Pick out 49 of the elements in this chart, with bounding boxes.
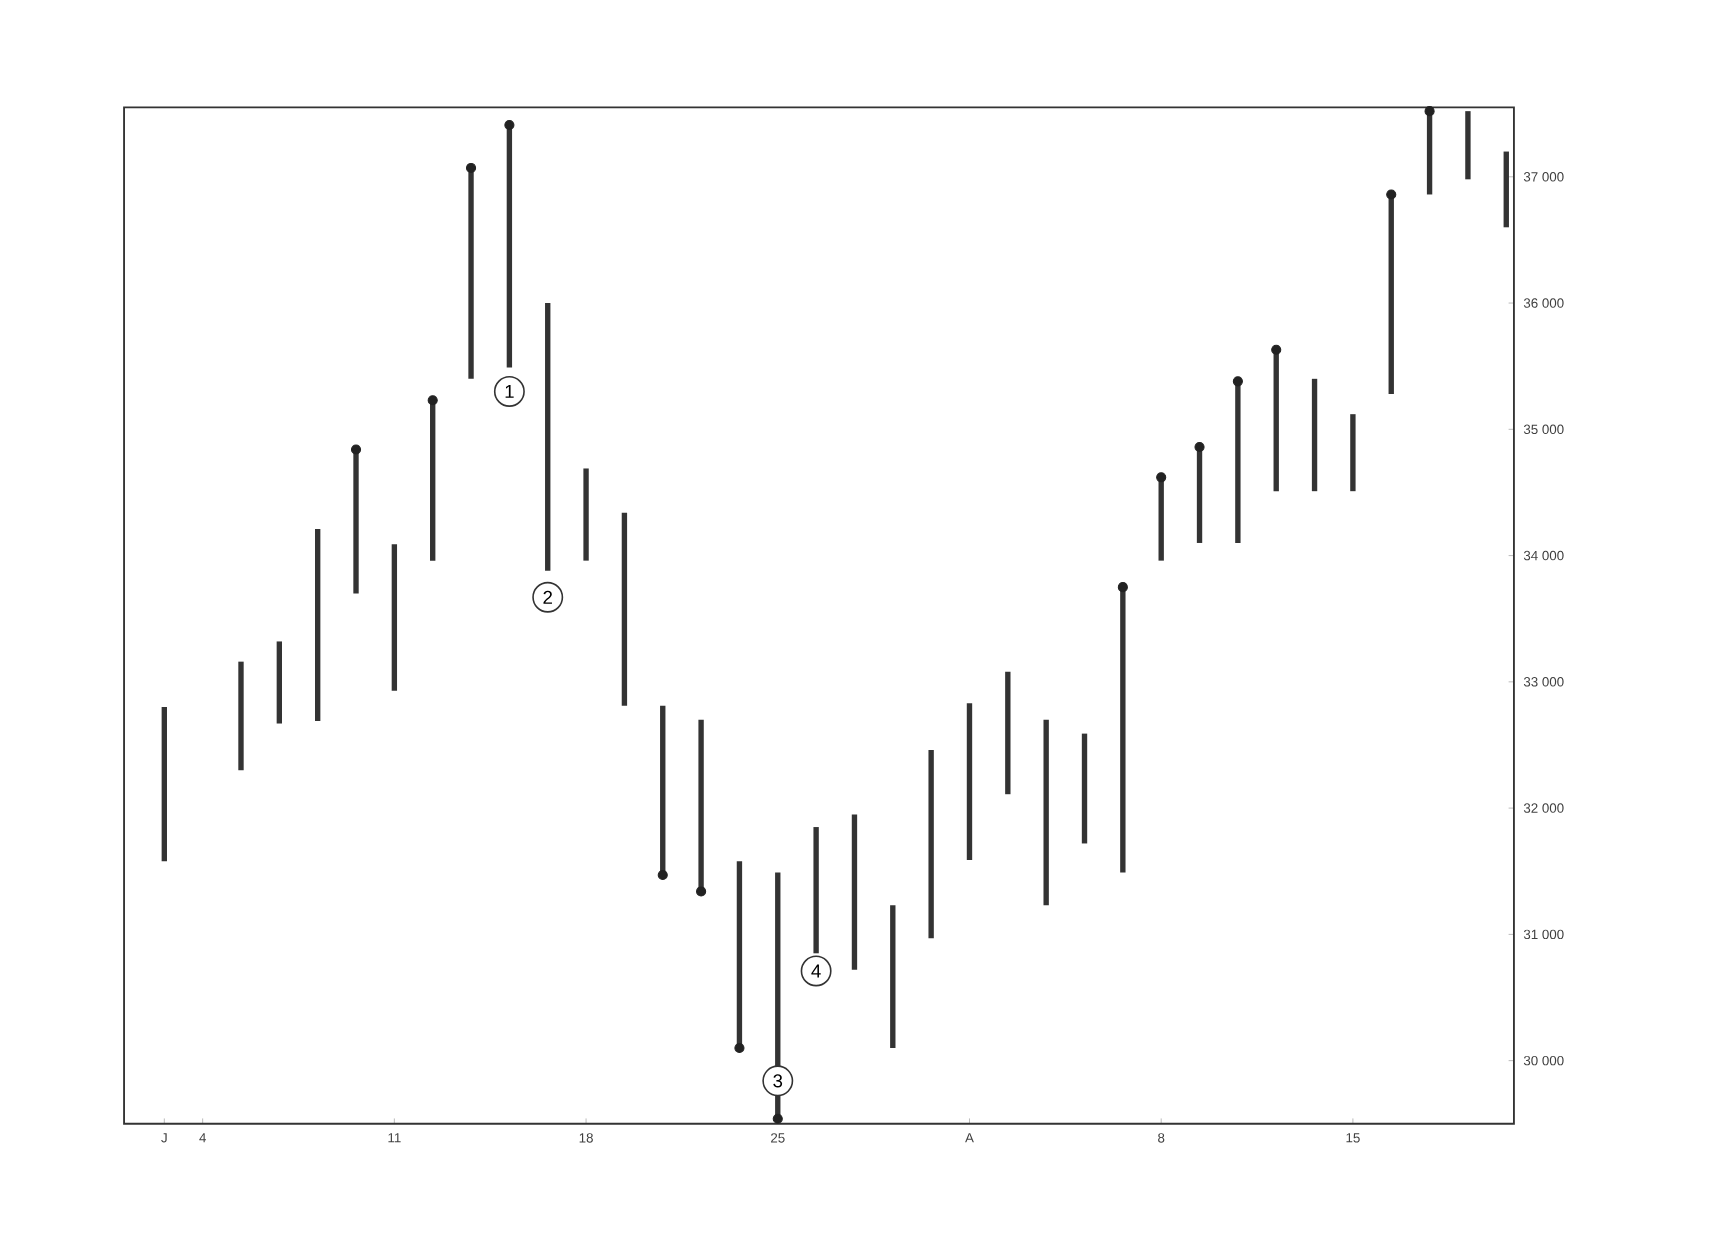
bar bbox=[851, 814, 858, 970]
bar bbox=[1465, 111, 1471, 180]
point bbox=[1271, 344, 1282, 355]
bar bbox=[1350, 414, 1356, 492]
point bbox=[1386, 189, 1397, 200]
bar bbox=[698, 719, 704, 892]
bar bbox=[1120, 587, 1126, 873]
point bbox=[350, 444, 362, 455]
bar bbox=[890, 905, 896, 1049]
bar bbox=[1005, 671, 1011, 795]
bar bbox=[238, 661, 244, 771]
point bbox=[657, 870, 668, 881]
bar bbox=[966, 703, 973, 860]
bar bbox=[1043, 719, 1049, 906]
bar bbox=[353, 449, 359, 594]
annotation: 1 bbox=[505, 385, 514, 398]
point bbox=[734, 1043, 745, 1054]
bar bbox=[1503, 151, 1509, 228]
bar bbox=[430, 400, 436, 561]
bar bbox=[1388, 194, 1394, 395]
annotation: 4 bbox=[811, 964, 821, 978]
point bbox=[1424, 106, 1435, 117]
bar bbox=[1081, 733, 1088, 844]
point bbox=[1117, 582, 1128, 593]
point bbox=[1156, 472, 1167, 483]
bar bbox=[928, 750, 934, 939]
point bbox=[427, 395, 438, 406]
bar bbox=[1273, 349, 1279, 492]
bar bbox=[161, 707, 167, 862]
point bbox=[1232, 376, 1243, 387]
bar bbox=[621, 512, 628, 706]
bar bbox=[736, 861, 743, 1049]
bar bbox=[506, 125, 513, 368]
annotation: 2 bbox=[543, 590, 552, 604]
point bbox=[1194, 442, 1205, 453]
point bbox=[772, 1113, 783, 1124]
point bbox=[465, 162, 477, 174]
bar bbox=[315, 529, 321, 722]
bar bbox=[660, 705, 666, 876]
bar bbox=[583, 468, 589, 561]
bar bbox=[468, 168, 474, 379]
bar bbox=[391, 544, 398, 691]
bar bbox=[1235, 381, 1241, 544]
point bbox=[696, 886, 707, 897]
bar bbox=[1311, 378, 1318, 492]
annotation: 3 bbox=[773, 1074, 783, 1088]
bar bbox=[276, 641, 283, 724]
point bbox=[504, 120, 515, 131]
bar bbox=[545, 303, 551, 571]
